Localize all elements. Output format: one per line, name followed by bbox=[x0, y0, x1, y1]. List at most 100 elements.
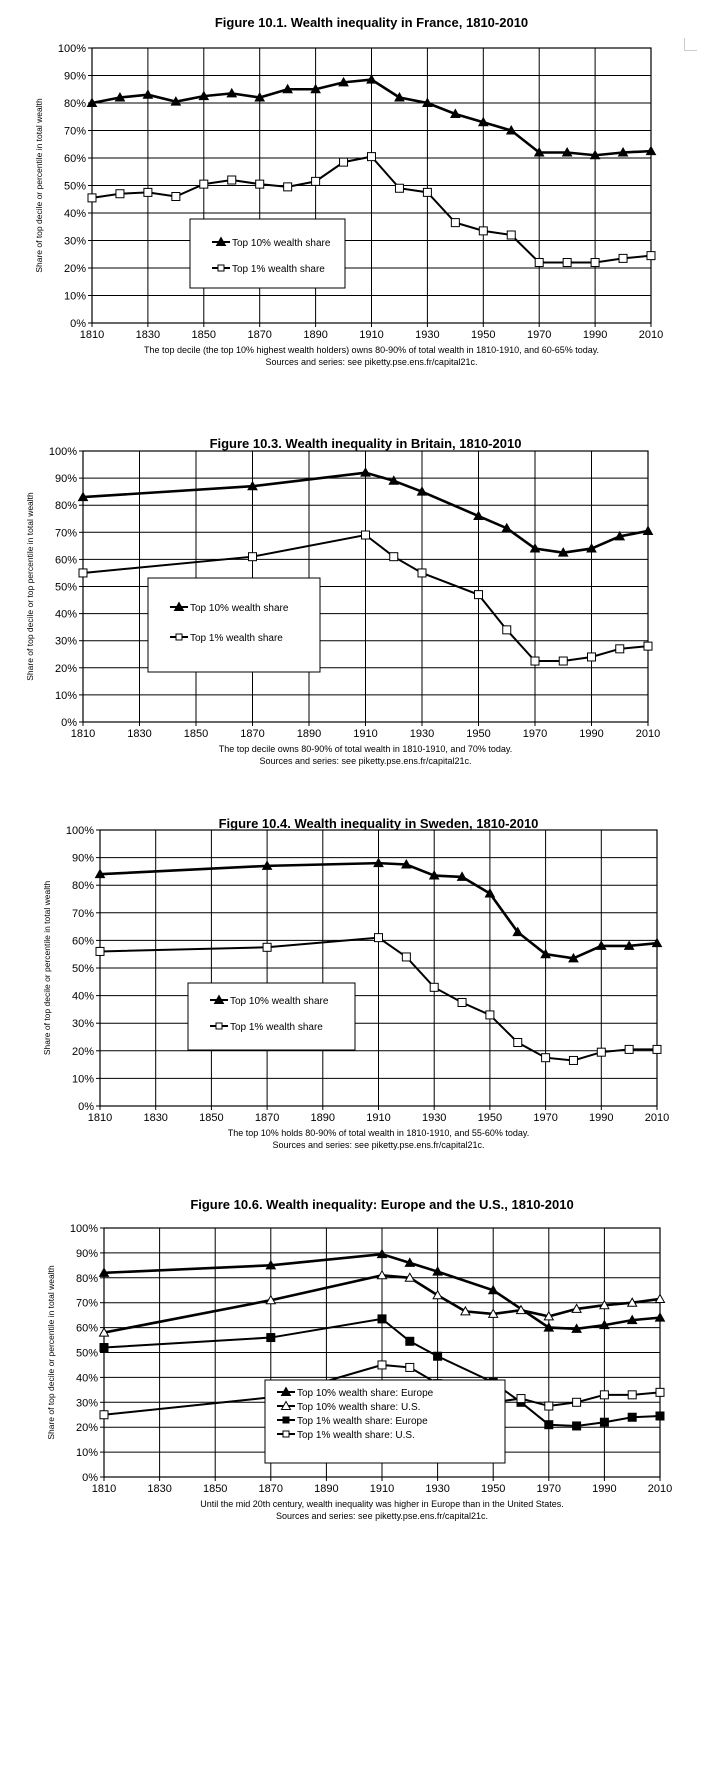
y-tick-label: 40% bbox=[55, 609, 77, 621]
y-tick-label: 30% bbox=[55, 636, 77, 648]
data-point bbox=[115, 189, 125, 199]
legend-marker bbox=[280, 1400, 292, 1410]
data-point bbox=[655, 1411, 665, 1421]
plot-area bbox=[91, 47, 652, 324]
legend-label: Top 10% wealth share bbox=[230, 996, 329, 1007]
data-point bbox=[473, 510, 484, 521]
data-point bbox=[247, 480, 258, 491]
chart-caption: Until the mid 20th century, wealth inequ… bbox=[200, 1499, 564, 1509]
data-point bbox=[338, 76, 349, 87]
series-top-1-wealth-share bbox=[78, 530, 653, 666]
data-point bbox=[562, 258, 572, 267]
series-top-10-wealth-share bbox=[77, 467, 654, 557]
x-tick-label: 1950 bbox=[481, 1483, 505, 1495]
y-tick-label: 70% bbox=[72, 908, 94, 920]
y-tick-label: 70% bbox=[64, 126, 86, 138]
data-point bbox=[404, 1257, 416, 1267]
x-tick-label: 1950 bbox=[471, 329, 495, 341]
y-tick-label: 100% bbox=[70, 1223, 98, 1235]
data-point bbox=[77, 491, 89, 502]
y-tick-label: 60% bbox=[76, 1323, 98, 1335]
data-point bbox=[586, 543, 597, 553]
series-line bbox=[82, 471, 649, 554]
data-point bbox=[366, 74, 377, 84]
legend-marker bbox=[217, 264, 225, 272]
data-point bbox=[170, 96, 182, 106]
data-point bbox=[533, 146, 545, 157]
data-point bbox=[590, 258, 600, 267]
legend-marker bbox=[215, 1022, 223, 1030]
data-point bbox=[474, 590, 483, 600]
data-point bbox=[376, 1269, 388, 1280]
y-tick-label: 90% bbox=[55, 473, 77, 485]
y-tick-label: 0% bbox=[70, 318, 86, 330]
x-tick-label: 1930 bbox=[425, 1483, 449, 1495]
data-point bbox=[599, 1299, 610, 1310]
data-point bbox=[401, 952, 411, 962]
y-tick-label: 20% bbox=[72, 1046, 94, 1058]
y-tick-label: 10% bbox=[76, 1447, 98, 1459]
data-point bbox=[255, 179, 265, 189]
data-point bbox=[502, 625, 512, 635]
x-tick-label: 2010 bbox=[639, 329, 663, 341]
data-point bbox=[227, 175, 237, 185]
series-line bbox=[103, 1317, 661, 1427]
legend-marker bbox=[215, 236, 227, 246]
legend-label: Top 1% wealth share bbox=[230, 1022, 323, 1033]
data-point bbox=[429, 982, 439, 992]
data-point bbox=[457, 998, 467, 1007]
chart-title: Figure 10.1. Wealth inequality in France… bbox=[215, 15, 528, 30]
data-point bbox=[572, 1397, 582, 1407]
data-point bbox=[599, 1417, 609, 1427]
legend-marker bbox=[173, 601, 185, 611]
plot-area bbox=[103, 1227, 661, 1478]
data-point bbox=[171, 192, 181, 201]
data-point bbox=[405, 1362, 415, 1372]
chart-title: Figure 10.6. Wealth inequality: Europe a… bbox=[190, 1197, 573, 1212]
x-tick-label: 1870 bbox=[247, 329, 271, 341]
data-point bbox=[98, 1327, 110, 1337]
x-tick-label: 1810 bbox=[71, 728, 95, 740]
data-point bbox=[261, 860, 273, 870]
data-point bbox=[95, 946, 105, 956]
x-tick-label: 1830 bbox=[127, 728, 151, 740]
x-tick-label: 1830 bbox=[143, 1112, 167, 1124]
legend-marker bbox=[282, 1416, 290, 1424]
data-point bbox=[460, 1305, 471, 1316]
series-top-10-wealth-share bbox=[94, 857, 663, 963]
data-point bbox=[626, 1314, 638, 1325]
data-point bbox=[595, 940, 607, 950]
x-tick-label: 1870 bbox=[259, 1483, 283, 1495]
data-point bbox=[422, 97, 433, 107]
data-point bbox=[651, 937, 663, 948]
data-point bbox=[394, 183, 404, 193]
data-point bbox=[624, 1044, 634, 1054]
x-tick-label: 1970 bbox=[527, 329, 551, 341]
data-point bbox=[487, 1308, 499, 1318]
y-tick-label: 10% bbox=[64, 291, 86, 303]
series-top-10-wealth-share bbox=[86, 74, 657, 160]
data-point bbox=[266, 1333, 276, 1343]
data-point bbox=[422, 187, 432, 197]
x-tick-label: 1870 bbox=[255, 1112, 279, 1124]
y-tick-label: 90% bbox=[76, 1248, 98, 1260]
data-point bbox=[627, 1412, 637, 1422]
data-point bbox=[416, 486, 428, 496]
legend-label: Top 10% wealth share bbox=[190, 603, 289, 614]
y-tick-label: 10% bbox=[55, 690, 77, 702]
x-tick-label: 1850 bbox=[192, 329, 216, 341]
x-tick-label: 1990 bbox=[579, 728, 603, 740]
y-axis-label: Share of top decile or top percentile in… bbox=[25, 492, 35, 681]
data-point bbox=[477, 116, 489, 127]
y-tick-label: 60% bbox=[64, 153, 86, 165]
plot-area bbox=[99, 829, 658, 1107]
data-point bbox=[311, 176, 321, 186]
data-point bbox=[529, 543, 541, 553]
legend-box bbox=[187, 982, 356, 1051]
data-point bbox=[599, 1319, 610, 1330]
x-tick-label: 1910 bbox=[366, 1112, 390, 1124]
data-point bbox=[432, 1289, 443, 1300]
data-point bbox=[142, 89, 154, 99]
data-point bbox=[572, 1421, 582, 1431]
data-point bbox=[642, 525, 654, 535]
